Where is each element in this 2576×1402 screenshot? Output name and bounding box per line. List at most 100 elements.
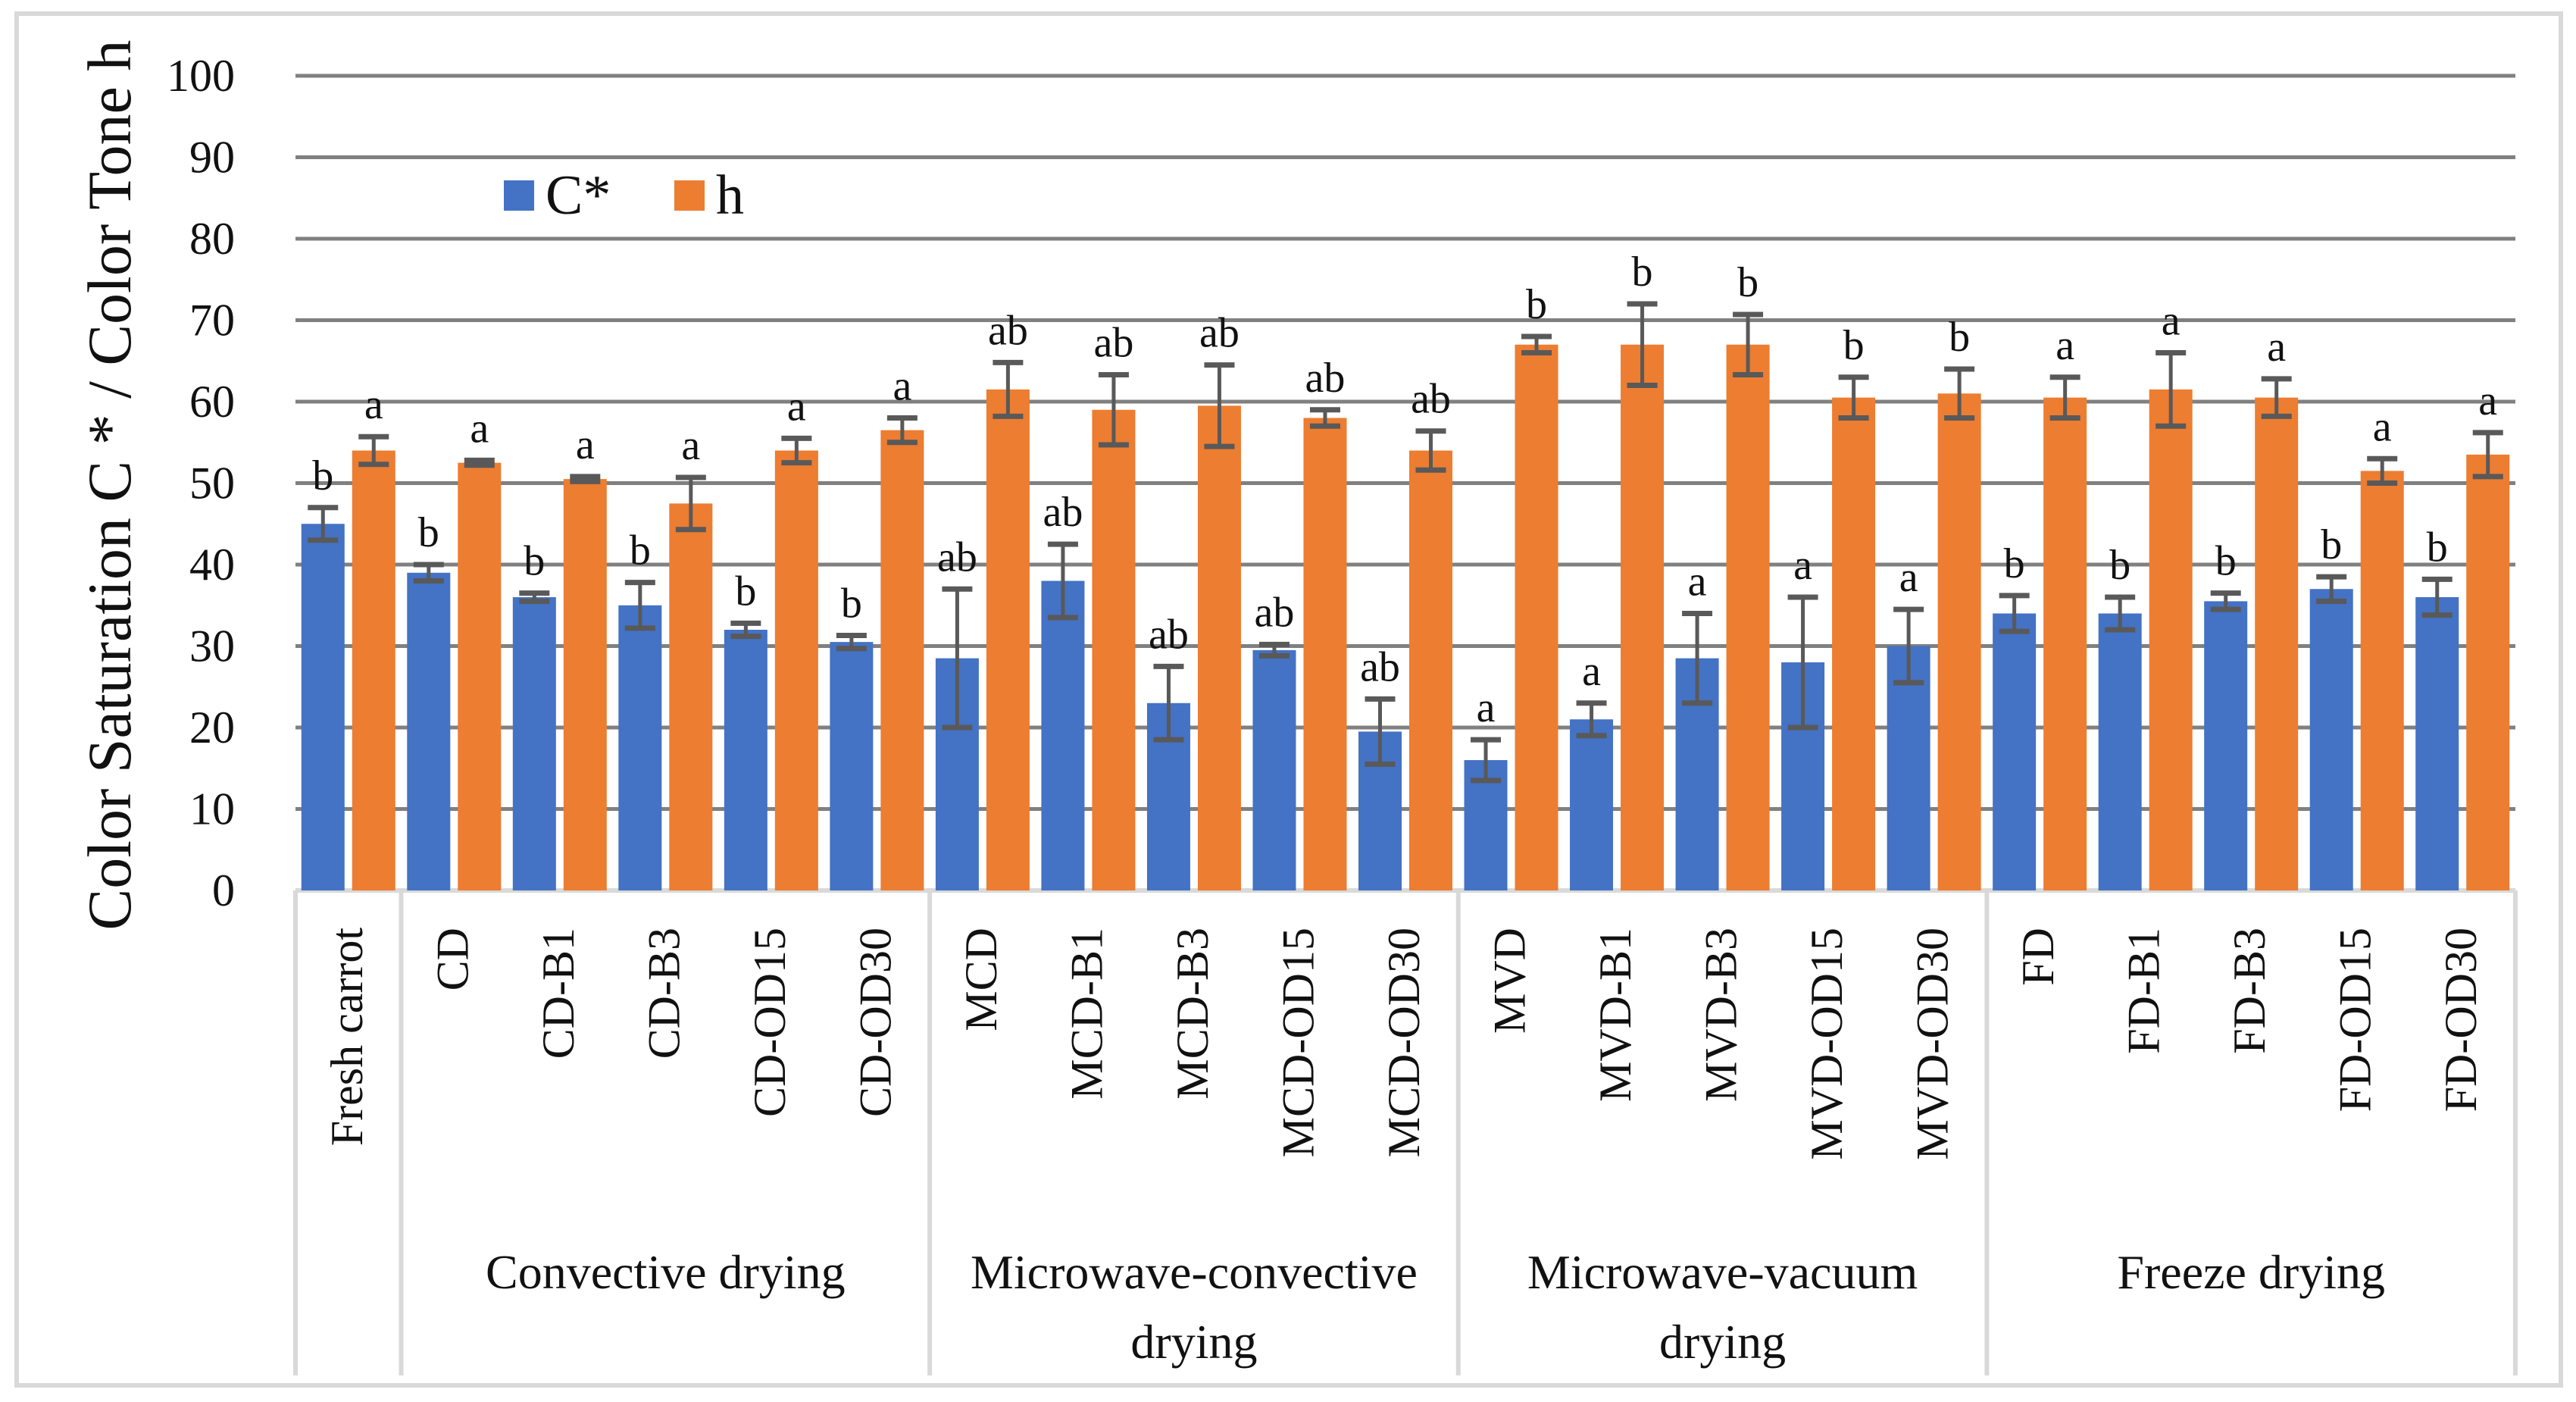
bar-h — [774, 450, 818, 890]
significance-letter: a — [2267, 324, 2286, 371]
significance-letter: a — [1688, 559, 1707, 606]
x-tick-label: FD — [2013, 928, 2063, 986]
x-tick-label: MCD-OD15 — [1273, 928, 1323, 1157]
bar-c-star — [2204, 601, 2248, 890]
x-tick-label: MVD-B1 — [1590, 928, 1640, 1102]
significance-letter: ab — [1199, 310, 1240, 357]
x-tick-label: CD-B3 — [639, 928, 689, 1059]
bar-h — [1937, 393, 1981, 890]
bar-h — [1092, 409, 1136, 890]
x-tick-label: MCD-B1 — [1061, 928, 1111, 1100]
significance-letter: a — [2055, 322, 2074, 369]
significance-letter: ab — [988, 307, 1028, 354]
bar-h — [563, 479, 607, 890]
significance-letter: b — [2427, 524, 2448, 571]
chart-frame — [14, 11, 2563, 1388]
significance-letter: a — [893, 363, 911, 410]
x-tick-label: FD-OD30 — [2436, 928, 2486, 1112]
bar-h — [1515, 344, 1558, 890]
significance-letter: ab — [1043, 489, 1083, 536]
y-tick-label: 30 — [189, 621, 235, 671]
significance-letter: a — [787, 383, 806, 430]
bar-h — [1303, 418, 1347, 890]
bar-c-star — [724, 630, 767, 890]
legend-swatch — [504, 180, 534, 211]
x-tick-label: MVD — [1485, 928, 1535, 1034]
legend-label: h — [716, 164, 744, 227]
bar-h — [2149, 389, 2193, 890]
bar-h — [1197, 405, 1241, 890]
significance-letter: b — [1949, 314, 1970, 361]
bar-c-star — [2309, 589, 2353, 890]
group-label: Microwave-convective — [971, 1245, 1418, 1299]
significance-letter: a — [681, 422, 700, 469]
y-tick-label: 10 — [189, 784, 235, 834]
bar-c-star — [1041, 581, 1085, 890]
significance-letter: ab — [1360, 643, 1400, 690]
bar-h — [880, 430, 924, 890]
x-tick-label: MCD-B3 — [1168, 928, 1218, 1100]
bar-h — [2043, 397, 2087, 890]
significance-letter: ab — [1149, 611, 1189, 658]
bar-c-star — [1570, 719, 1614, 890]
significance-letter: b — [841, 581, 862, 627]
significance-letter: a — [364, 381, 383, 428]
x-tick-label: MVD-B3 — [1696, 928, 1746, 1102]
y-axis-title: Color Saturation C * / Color Tone h — [75, 40, 144, 931]
y-tick-label: 60 — [189, 377, 235, 427]
bar-h — [1832, 397, 1876, 890]
bar-c-star — [1887, 646, 1930, 890]
bar-c-star — [2415, 597, 2459, 890]
bar-h — [458, 462, 502, 890]
significance-letter: a — [2162, 298, 2181, 345]
y-tick-label: 0 — [212, 865, 235, 915]
y-tick-label: 40 — [189, 540, 235, 590]
significance-letter: a — [576, 421, 595, 468]
significance-letter: ab — [1093, 320, 1133, 367]
bar-h — [1726, 344, 1770, 890]
bar-h — [352, 450, 395, 890]
bar-c-star — [830, 642, 874, 890]
significance-letter: b — [2215, 538, 2237, 585]
significance-letter: b — [312, 452, 333, 499]
bar-c-star — [512, 597, 556, 890]
significance-letter: b — [2109, 542, 2131, 589]
significance-letter: a — [1477, 684, 1496, 731]
x-tick-label: FD-B1 — [2119, 928, 2169, 1054]
bar-c-star — [301, 524, 345, 890]
bar-h — [1409, 450, 1452, 890]
group-label: Freeze drying — [2117, 1245, 2385, 1299]
significance-letter: a — [470, 405, 489, 452]
bar-c-star — [2098, 613, 2142, 890]
x-tick-label: MCD-OD30 — [1379, 928, 1429, 1157]
x-tick-label: FD-OD15 — [2331, 928, 2381, 1112]
y-tick-label: 90 — [189, 133, 235, 183]
significance-letter: a — [2478, 377, 2497, 424]
significance-letter: b — [1632, 249, 1653, 296]
significance-letter: ab — [937, 534, 977, 581]
bar-c-star — [1252, 649, 1296, 890]
legend-label: C* — [546, 164, 611, 227]
x-tick-label: MVD-OD30 — [1908, 928, 1958, 1160]
significance-letter: a — [2373, 403, 2392, 450]
significance-letter: b — [2321, 521, 2342, 568]
bar-h — [669, 503, 713, 890]
x-tick-label: CD — [427, 928, 477, 990]
significance-letter: a — [1793, 542, 1812, 589]
legend-swatch — [674, 180, 705, 211]
bar-h — [2255, 397, 2299, 890]
group-label: drying — [1659, 1315, 1786, 1369]
bar-h — [986, 389, 1030, 890]
bar-h — [2360, 471, 2404, 890]
significance-letter: b — [630, 527, 651, 574]
significance-letter: b — [1526, 281, 1547, 328]
significance-letter: b — [524, 538, 545, 585]
x-tick-label: MCD — [956, 928, 1006, 1031]
x-tick-label: CD-OD30 — [850, 928, 900, 1117]
group-label: Microwave-vacuum — [1527, 1245, 1918, 1299]
bar-c-star — [407, 572, 451, 890]
x-tick-label: CD-OD15 — [745, 928, 795, 1117]
y-tick-label: 50 — [189, 458, 235, 509]
significance-letter: a — [1899, 554, 1918, 601]
